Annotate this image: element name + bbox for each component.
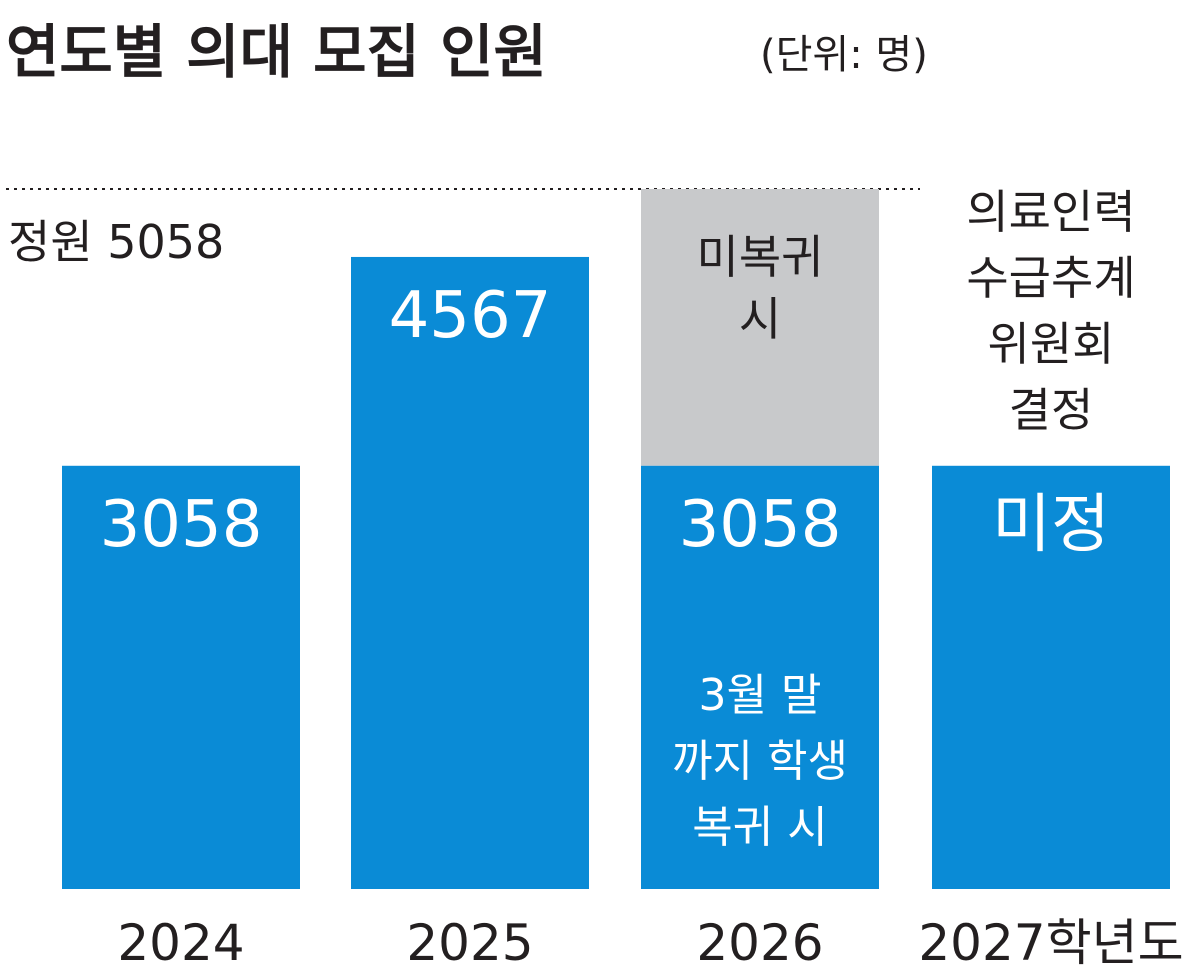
- bar-note-2026: 3월 말: [699, 670, 822, 721]
- stacked-segment-2026: [641, 189, 879, 466]
- stacked-segment-label: 미복귀: [697, 230, 824, 284]
- bars-layer: [62, 189, 1170, 889]
- tick-label-2025: 2025: [406, 914, 533, 972]
- tick-label-2024: 2024: [117, 914, 244, 972]
- bar-2024: [62, 465, 300, 889]
- chart-unit: (단위: 명): [760, 32, 928, 78]
- tick-label-2027학년도: 2027학년도: [918, 914, 1183, 972]
- stacked-segment-label: 시: [739, 292, 781, 346]
- above-note-2027학년도: 결정: [1009, 383, 1094, 437]
- value-label-2027학년도: 미정: [992, 488, 1110, 562]
- bar-2025: [351, 256, 589, 889]
- tick-label-2026: 2026: [696, 914, 823, 972]
- value-label-2024: 3058: [100, 488, 263, 562]
- bar-2026: [641, 465, 879, 889]
- bar-note-2026: 까지 학생: [672, 736, 848, 787]
- chart-title: 연도별 의대 모집 인원: [6, 18, 547, 86]
- value-label-2025: 4567: [389, 279, 552, 353]
- above-note-2027학년도: 위원회: [988, 317, 1115, 371]
- above-note-2027학년도: 수급추계: [966, 251, 1135, 305]
- value-label-2026: 3058: [679, 488, 842, 562]
- reference-label: 정원 5058: [8, 215, 224, 269]
- bar-note-2026: 복귀 시: [692, 802, 827, 853]
- bar-2027학년도: [932, 465, 1170, 889]
- above-note-2027학년도: 의료인력: [966, 185, 1135, 239]
